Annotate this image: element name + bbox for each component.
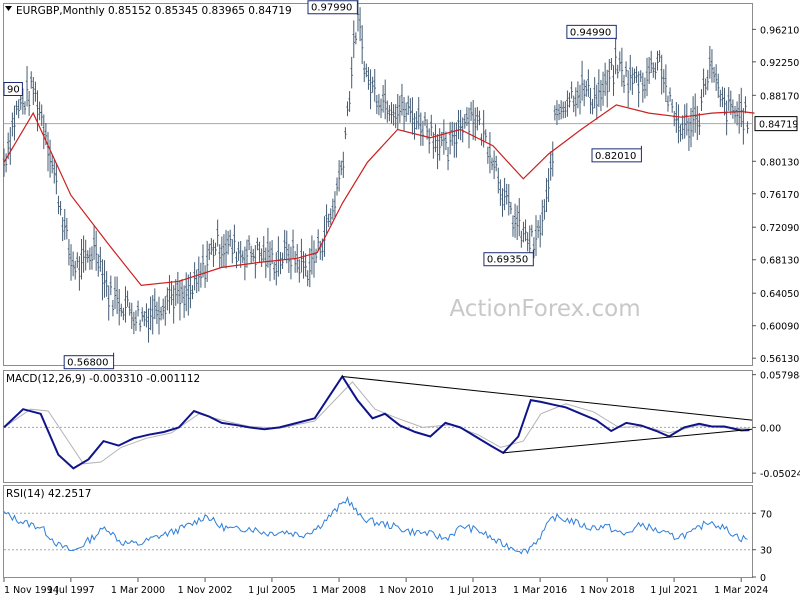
y-tick-label: 0.72090 [760, 223, 799, 234]
x-tick-label: 1 Nov 1994 [4, 585, 59, 596]
macd-plot-group: 0.057984 0.00 -0.050241 [3, 371, 800, 480]
x-tick-label: 1 Mar 2008 [312, 585, 366, 596]
x-tick-label: 1 Nov 2002 [178, 585, 233, 596]
y-tick-label: 0.76170 [760, 190, 799, 201]
annotation-box [63, 355, 115, 370]
y-tick-label: 0.68130 [760, 256, 799, 267]
y-tick-label: 0.88170 [760, 91, 799, 102]
annotation-label: 90 [7, 85, 20, 96]
x-tick-label: 1 Jul 2021 [650, 585, 698, 596]
y-tick-label: 0.92250 [760, 58, 799, 69]
price-plot-group: 0.96210 0.92250 0.88170 0.80130 0.76170 0.720… [2, 0, 799, 370]
y-tick-label: 30 [760, 546, 772, 557]
y-tick-label: 0.96210 [760, 25, 799, 36]
rsi-plot-group: 70 30 0 [3, 495, 772, 584]
x-tick-label: 1 Jul 1997 [47, 585, 95, 596]
annotation-label: 0.56800 [67, 358, 108, 369]
rsi-line [3, 495, 748, 555]
last-price-box [754, 116, 798, 132]
last-price-label: 0.84719 [759, 120, 798, 131]
annotation-box [483, 252, 534, 267]
annotation-label: 0.69350 [487, 255, 528, 266]
macd-signal-line [3, 381, 750, 465]
y-tick-label: -0.050241 [760, 469, 800, 480]
y-tick-label: 0.56130 [760, 354, 799, 365]
x-tick-label: 1 Nov 2010 [379, 585, 434, 596]
y-tick-label: 0.64050 [760, 289, 799, 300]
rsi-panel-frame [3, 485, 753, 578]
annotation-label: 0.97990 [311, 3, 352, 14]
x-tick-label: 1 Mar 2016 [513, 585, 567, 596]
dropdown-triangle-icon[interactable] [5, 6, 12, 11]
annotation-label: 0.94990 [570, 27, 611, 38]
y-tick-label: 0.80130 [760, 157, 799, 168]
x-tick-label: 1 Mar 2024 [714, 585, 768, 596]
y-tick-label: 70 [760, 509, 772, 520]
macd-trendline-upper [342, 375, 753, 421]
macd-trendline-lower [503, 428, 753, 454]
annotation-box [307, 0, 358, 15]
y-tick-label: 0.057984 [760, 371, 800, 382]
annotation-box [566, 24, 617, 39]
x-tick-label: 1 Mar 2000 [111, 585, 165, 596]
annotation-box [3, 82, 23, 97]
watermark: ActionForex.com [449, 296, 640, 322]
annotation-label: 0.82010 [595, 151, 636, 162]
macd-panel-header: MACD(12,26,9) -0.003310 -0.001112 [6, 373, 200, 385]
rsi-panel-header: RSI(14) 42.2517 [6, 488, 91, 500]
x-tick-label: 1 Jul 2013 [449, 585, 497, 596]
x-tick-label: 1 Nov 2018 [580, 585, 635, 596]
x-tick-label: 1 Jul 2005 [248, 585, 296, 596]
price-panel-header: EURGBP,Monthly 0.85152 0.85345 0.83965 0… [16, 5, 292, 17]
price-panel-frame [3, 3, 753, 366]
annotation-box [591, 148, 642, 163]
y-tick-label: 0 [760, 573, 766, 584]
y-tick-label: 0.60090 [760, 322, 799, 333]
sma-line [3, 104, 755, 287]
y-tick-label: 0.00 [760, 423, 781, 434]
macd-line [3, 374, 750, 470]
